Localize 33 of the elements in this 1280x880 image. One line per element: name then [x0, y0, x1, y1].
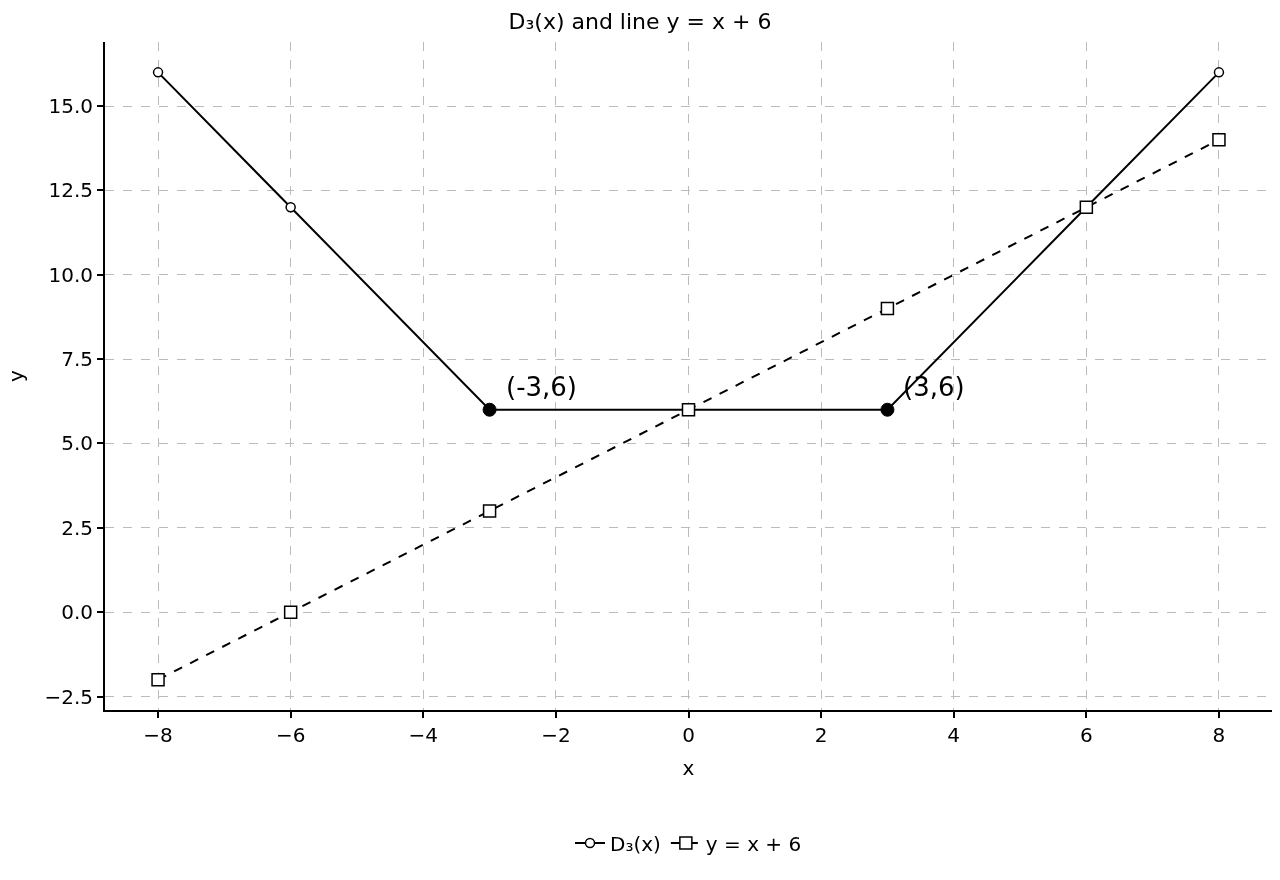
- annotation: (3,6): [903, 372, 965, 402]
- point: [1212, 133, 1226, 147]
- x-tick-label: 6: [1079, 723, 1093, 747]
- y-tick-label: 15.0: [48, 94, 93, 119]
- x-tick-label: 4: [947, 723, 961, 747]
- x-tick-label: 8: [1212, 723, 1226, 747]
- y-tick-label: 12.5: [48, 178, 93, 203]
- x-tick-label: 0: [682, 723, 695, 747]
- x-tick-label: −4: [408, 723, 439, 747]
- point: [151, 672, 165, 687]
- x-tick-label: 2: [814, 723, 828, 747]
- point: [1213, 67, 1225, 78]
- annotation: (-3,6): [506, 372, 578, 402]
- y-axis-title: y: [4, 369, 29, 382]
- chart-title: D₃(x) and line y = x + 6: [508, 8, 772, 34]
- point: [283, 605, 298, 619]
- x-axis-title: x: [682, 756, 695, 780]
- x-tick-label: −2: [541, 723, 571, 747]
- y-tick-label: 0.0: [61, 600, 93, 625]
- y-tick-label: 2.5: [61, 515, 93, 540]
- y-tick-label: 5.0: [61, 431, 93, 456]
- point: [152, 67, 164, 78]
- x-tick-label: −8: [143, 723, 173, 747]
- point: [285, 202, 296, 213]
- x-tick-label: −6: [275, 723, 306, 747]
- y-tick-label: 10.0: [48, 262, 93, 287]
- point: [482, 504, 497, 518]
- y-tick-label: 7.5: [61, 347, 93, 372]
- point: [880, 301, 895, 316]
- legend-label: y = x + 6: [705, 831, 802, 856]
- y-tick-label: −2.5: [44, 684, 93, 709]
- legend-label: D₃(x): [610, 831, 661, 856]
- point: [681, 402, 696, 417]
